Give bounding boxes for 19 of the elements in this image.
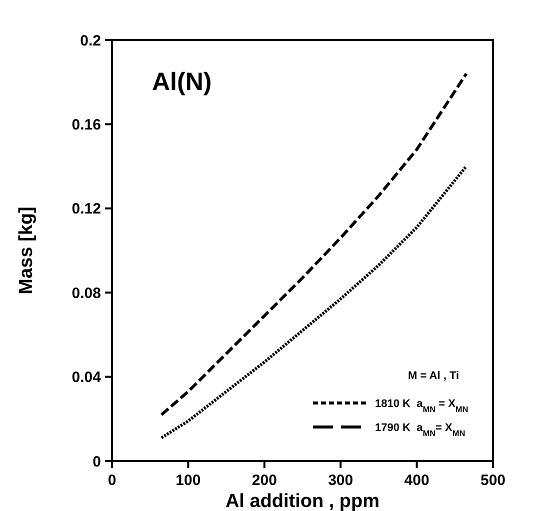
y-tick-label: 0.12 xyxy=(72,200,101,218)
x-tick-label: 400 xyxy=(404,472,430,489)
legend-label: 1810 K a$_{MN}$ = X$_{MN}$ xyxy=(375,398,468,414)
line-series xyxy=(160,164,468,440)
x-tick-label: 300 xyxy=(328,472,354,489)
y-tick-label: 0.08 xyxy=(72,284,101,302)
y-axis-title: Mass [kg] xyxy=(16,206,37,294)
x-axis-title: Al addition , ppm xyxy=(225,491,380,511)
x-tick-label: 500 xyxy=(480,472,506,489)
y-tick-label: 0.04 xyxy=(72,369,102,386)
x-tick-label: 100 xyxy=(176,472,201,489)
legend-title: M = Al , Ti xyxy=(408,370,460,382)
legend-label: 1790 K a$_{MN}$= X$_{MN}$ xyxy=(375,422,466,438)
y-tick-label: 0.16 xyxy=(72,116,101,134)
x-tick-label: 200 xyxy=(252,472,277,489)
y-tick-label: 0 xyxy=(92,453,101,470)
y-tick-label: 0.2 xyxy=(80,32,101,50)
annotation: Al(N) xyxy=(152,68,212,96)
x-tick-label: 0 xyxy=(108,472,116,489)
